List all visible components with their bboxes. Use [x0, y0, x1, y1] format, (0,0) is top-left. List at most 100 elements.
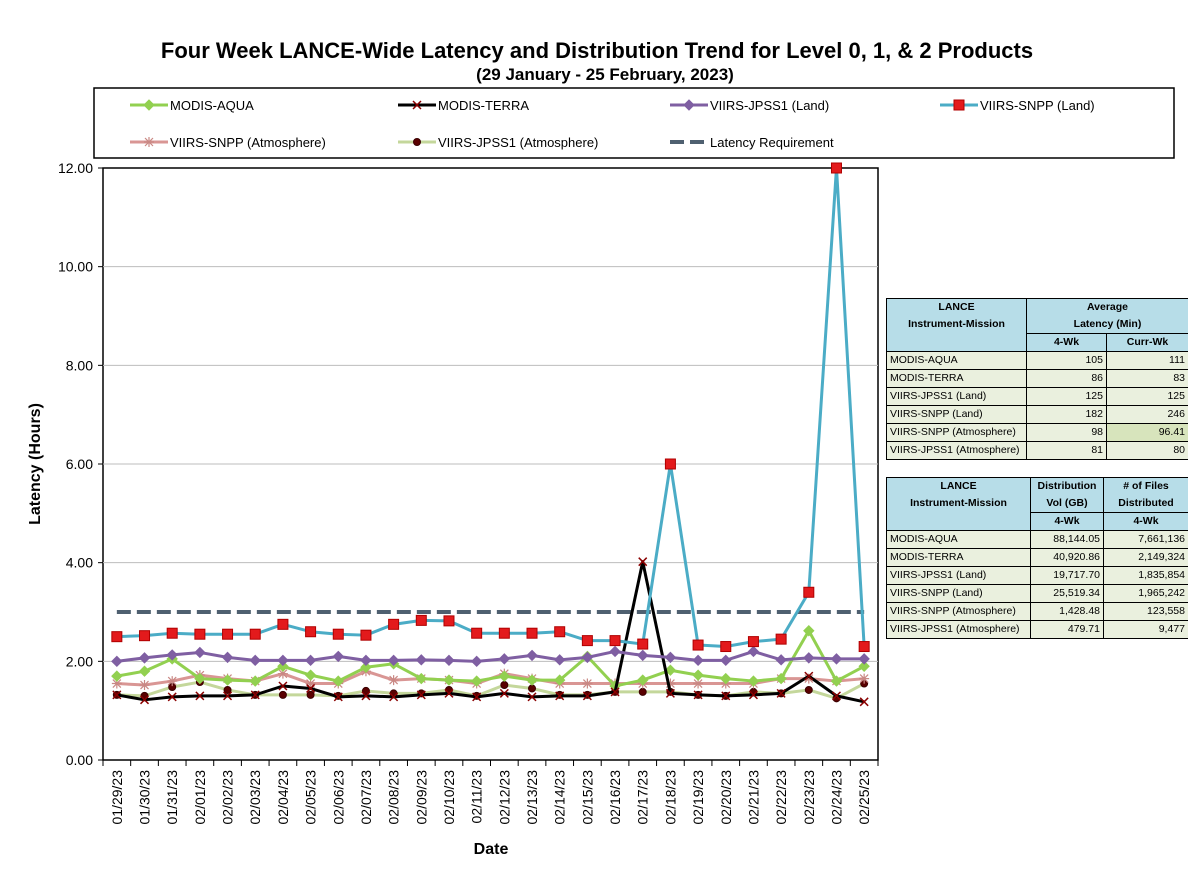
data-point	[830, 675, 843, 687]
latency-subheader-currwk: Curr-Wk	[1106, 333, 1188, 352]
data-point	[305, 626, 317, 638]
latency-row-name: VIIRS-SNPP (Land)	[886, 405, 1027, 424]
data-point	[581, 651, 594, 664]
data-point	[249, 675, 261, 687]
data-point	[249, 654, 261, 667]
latency-row-4wk: 125	[1026, 387, 1107, 406]
x-tick-label: 02/17/23	[635, 770, 651, 825]
latency-row-name: MODIS-TERRA	[886, 369, 1027, 388]
data-point	[223, 691, 233, 701]
data-point	[859, 673, 870, 684]
latency-row-name: VIIRS-JPSS1 (Land)	[886, 387, 1027, 406]
latency-row: VIIRS-JPSS1 (Atmosphere) 81 80	[886, 441, 1188, 460]
data-point	[167, 692, 177, 702]
legend-marker	[144, 137, 154, 147]
data-point	[416, 690, 426, 700]
dist-row-vol: 479.71	[1030, 620, 1104, 639]
data-point	[360, 661, 372, 673]
data-point	[332, 675, 344, 687]
data-point	[775, 672, 787, 685]
dist-header-vol: Vol (GB)	[1030, 495, 1104, 513]
data-point	[471, 627, 483, 639]
legend-box	[93, 87, 1175, 159]
latency-row-currwk: 246	[1106, 405, 1188, 424]
latency-header-latency-min: Latency (Min)	[1026, 316, 1188, 334]
latency-row-4wk: 81	[1026, 441, 1107, 460]
data-point	[581, 635, 593, 647]
data-point	[720, 641, 732, 653]
data-point	[472, 692, 482, 702]
latency-row-4wk: 86	[1026, 369, 1107, 388]
x-tick-label: 02/16/23	[607, 770, 623, 825]
data-point	[526, 674, 538, 686]
data-point	[693, 678, 704, 689]
data-point	[360, 629, 372, 641]
dist-row-files: 1,965,242	[1103, 584, 1188, 603]
data-point	[167, 676, 178, 687]
legend-marker	[413, 138, 421, 146]
data-point	[415, 654, 428, 666]
data-point	[387, 654, 400, 667]
data-point	[665, 688, 675, 698]
legend-marker	[143, 99, 155, 111]
dist-subheader-vol-4wk: 4-Wk	[1030, 512, 1104, 531]
data-point	[277, 668, 288, 679]
latency-row-name: MODIS-AQUA	[886, 351, 1027, 370]
data-point	[111, 670, 123, 682]
data-point	[664, 458, 676, 470]
data-point	[111, 678, 122, 689]
dist-subheader-files-4wk: 4-Wk	[1103, 512, 1188, 531]
data-point	[664, 651, 677, 664]
data-point	[139, 630, 151, 642]
series-modis-terra	[112, 557, 869, 707]
data-point	[361, 691, 371, 701]
data-point	[638, 557, 648, 567]
data-point	[858, 660, 870, 672]
dist-header-distributed: Distributed	[1103, 495, 1188, 513]
data-point	[858, 653, 870, 665]
x-tick-label: 02/25/23	[856, 770, 872, 825]
data-point	[277, 654, 289, 667]
legend-entry: MODIS-TERRA	[398, 98, 529, 113]
legend-label: Latency Requirement	[710, 135, 834, 150]
series-line	[116, 560, 865, 704]
data-point	[582, 678, 593, 689]
y-axis-ticks: 0.00 2.00 4.00 6.00 8.00 10.00 12.00	[58, 160, 103, 768]
data-point	[748, 690, 758, 700]
dist-header-instrument: Instrument-Mission	[886, 495, 1031, 531]
data-point	[637, 674, 649, 686]
legend-marker	[953, 99, 965, 111]
data-point	[500, 681, 509, 690]
data-point	[306, 683, 316, 693]
y-tick-label: 12.00	[58, 160, 93, 176]
data-point	[804, 671, 814, 681]
data-point	[720, 654, 732, 667]
x-tick-label: 02/03/23	[247, 770, 263, 825]
data-point	[498, 670, 511, 682]
x-axis-ticks: 01/29/23 01/30/23 01/31/23 02/01/23 02/02/23…	[102, 760, 879, 825]
data-point	[221, 674, 234, 686]
data-point	[470, 675, 483, 687]
data-point	[223, 685, 232, 694]
distribution-table: LANCE Distribution # of Files Instrument…	[886, 477, 1188, 639]
dist-header-files: # of Files	[1103, 477, 1188, 495]
y-tick-label: 6.00	[66, 456, 93, 472]
data-point	[858, 641, 870, 653]
data-point	[527, 692, 537, 702]
dist-header-lance: LANCE	[886, 477, 1031, 495]
y-axis-title: Latency (Hours)	[27, 403, 44, 525]
legend-label: VIIRS-JPSS1 (Land)	[710, 98, 829, 113]
data-point	[112, 690, 122, 700]
latency-row-currwk: 111	[1106, 351, 1188, 370]
data-point	[775, 633, 787, 645]
legend-label: MODIS-TERRA	[438, 98, 529, 113]
series-viirs-jpss1-land	[111, 645, 870, 668]
y-tick-label: 0.00	[66, 752, 93, 768]
data-point	[526, 649, 538, 662]
legend-entry: VIIRS-SNPP (Atmosphere)	[130, 135, 326, 150]
legend-marker	[683, 99, 695, 111]
dist-row-files: 2,149,324	[1103, 548, 1188, 567]
distribution-row: MODIS-AQUA 88,144.05 7,661,136	[886, 530, 1188, 549]
legend-entry: VIIRS-JPSS1 (Atmosphere)	[398, 135, 598, 150]
latency-table: LANCE Average Instrument-Mission Latency…	[886, 298, 1188, 460]
